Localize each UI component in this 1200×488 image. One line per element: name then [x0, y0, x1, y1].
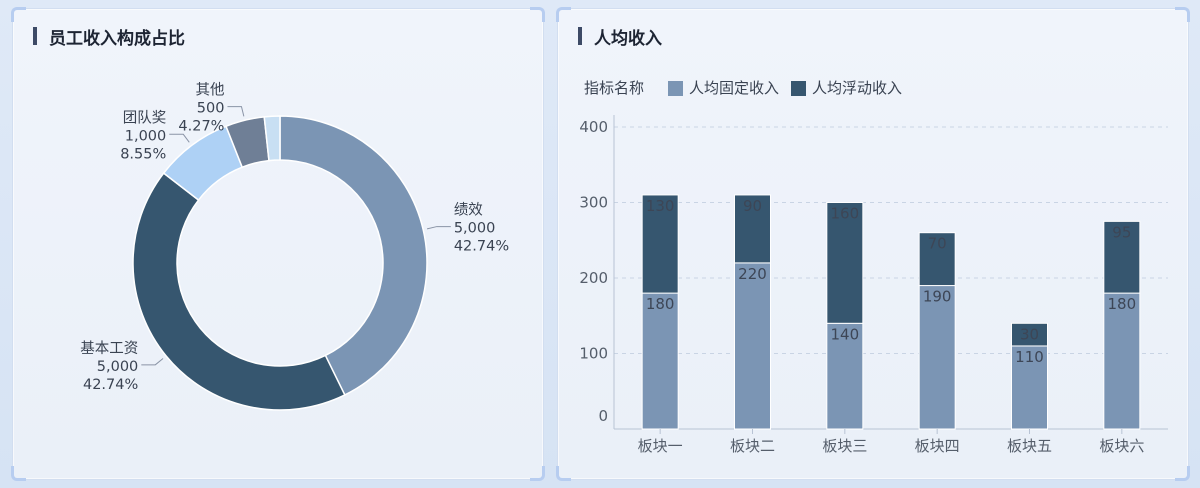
panel-title: 员工收入构成占比: [33, 25, 185, 49]
legend-swatch: [668, 81, 683, 96]
bar-data-label: 130: [646, 197, 675, 215]
slice-leader-line: [426, 226, 451, 230]
x-tick-label: 板块五: [1007, 437, 1052, 455]
per-capita-panel: 人均收入 指标名称 人均固定收入 人均浮动收入 0 100 200 300 400 180 130…: [556, 7, 1190, 481]
bar-data-label: 90: [743, 197, 762, 215]
slice-leader-line: [141, 358, 164, 366]
bar-data-label: 30: [1020, 325, 1039, 343]
composition-title: 员工收入构成占比: [49, 28, 185, 49]
panel-corner-decoration: [530, 7, 545, 22]
legend-label: 人均浮动收入: [812, 79, 902, 97]
y-tick-label: 200: [579, 269, 608, 287]
bar-data-label: 190: [923, 288, 952, 306]
bar-segment: [734, 262, 771, 430]
donut-slice: [263, 115, 281, 162]
panel-corner-decoration: [1175, 466, 1190, 481]
x-tick-label: 板块一: [638, 437, 683, 455]
slice-label: 基本工资: [80, 340, 138, 357]
x-tick-label: 板块六: [1099, 437, 1144, 455]
slice-leader-line: [169, 133, 190, 143]
donut-chart: 绩效 5,000 42.74% 基本工资 5,000 42.74% 团队奖 1,000 8.55…: [80, 82, 509, 411]
per-capita-title: 人均收入: [594, 28, 662, 49]
slice-label: 团队奖: [123, 109, 167, 126]
legend-swatch: [791, 81, 806, 96]
panel-corner-decoration: [1175, 7, 1190, 22]
donut-slice: [279, 115, 428, 396]
slice-percent: 8.55%: [120, 146, 166, 162]
bar-segment: [1011, 322, 1048, 347]
x-tick-label: 板块四: [915, 437, 960, 455]
slice-percent: 4.27%: [178, 119, 224, 135]
bar-segment: [1103, 220, 1141, 294]
slice-leader-line: [227, 106, 245, 117]
y-tick-label: 100: [579, 345, 608, 363]
panel-corner-decoration: [530, 466, 545, 481]
bar-data-label: 140: [831, 325, 860, 343]
donut-slice: [132, 172, 346, 411]
y-tick-label: 300: [579, 194, 608, 212]
stacked-bar-chart: 指标名称 人均固定收入 人均浮动收入 0 100 200 300 400 180 130 板块一 22…: [579, 79, 1168, 455]
panel-corner-decoration: [11, 7, 26, 22]
legend-title: 指标名称: [584, 79, 644, 97]
title-bar-marker: [578, 27, 582, 45]
slice-percent: 42.74%: [83, 377, 138, 393]
bar-data-label: 160: [831, 205, 860, 223]
bar-segment: [918, 285, 956, 430]
slice-label: 其他: [195, 82, 224, 99]
composition-panel: 员工收入构成占比 绩效 5,000 42.74% 基本工资 5,000 42.74% 团队奖…: [11, 7, 545, 481]
bar-data-label: 110: [1015, 348, 1044, 366]
panel-corner-decoration: [556, 466, 571, 481]
bar-segment: [641, 194, 679, 294]
bar-data-label: 180: [1108, 295, 1137, 313]
x-tick-label: 板块二: [730, 437, 775, 455]
slice-label: 绩效: [454, 202, 483, 219]
y-tick-label: 400: [579, 118, 608, 136]
panel-corner-decoration: [556, 7, 571, 22]
title-bar-marker: [33, 27, 37, 45]
panel-title: 人均收入: [578, 25, 662, 49]
slice-value: 1,000: [125, 128, 167, 144]
bar-segment: [826, 322, 864, 430]
y-tick-label: 0: [598, 407, 608, 425]
x-tick-label: 板块三: [822, 437, 867, 455]
bar-segment: [918, 232, 956, 287]
bar-data-label: 180: [646, 295, 675, 313]
bar-data-label: 95: [1112, 223, 1131, 241]
bar-segment: [1011, 345, 1048, 430]
bar-segment: [826, 202, 864, 324]
bar-segment: [641, 292, 679, 430]
bar-segment: [1103, 292, 1141, 430]
bar-data-label: 220: [738, 265, 767, 283]
bar-data-label: 70: [928, 235, 947, 253]
slice-value: 5,000: [454, 221, 496, 237]
bar-segment: [734, 194, 771, 264]
slice-percent: 42.74%: [454, 239, 509, 255]
legend-label: 人均固定收入: [689, 79, 779, 97]
panel-corner-decoration: [11, 466, 26, 481]
slice-value: 5,000: [97, 359, 139, 375]
slice-value: 500: [197, 101, 225, 117]
